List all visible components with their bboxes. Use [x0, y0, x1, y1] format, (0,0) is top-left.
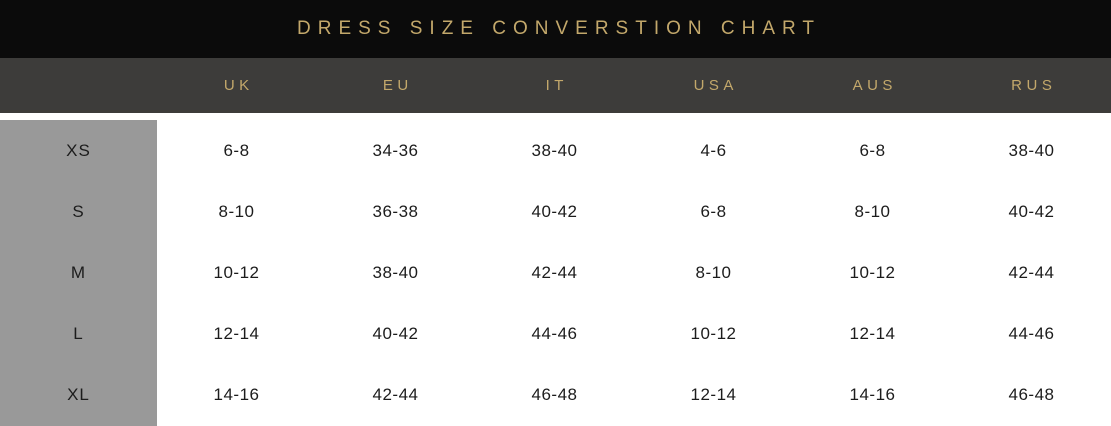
table-cell: 38-40 [372, 263, 419, 282]
title-bar: DRESS SIZE CONVERSTION CHART [0, 0, 1111, 58]
table-cell: 12-14 [690, 385, 737, 405]
header-row: UK EU IT USA AUS RUS [0, 58, 1111, 113]
table-cell: 12-14 [849, 324, 896, 344]
table-cell: 44-46 [531, 324, 578, 344]
size-label: XL [0, 364, 157, 426]
column-header-rus: RUS [1011, 77, 1057, 94]
table-cell: 40-42 [531, 201, 578, 221]
column-header-usa: USA [693, 77, 738, 94]
page-title: DRESS SIZE CONVERSTION CHART [297, 18, 821, 39]
table-cell: 14-16 [849, 385, 896, 405]
table-cell: 38-40 [531, 140, 578, 160]
table-cell: 12-14 [213, 324, 260, 344]
table-cell: 8-10 [854, 201, 891, 221]
size-label: M [0, 242, 157, 304]
column-header-uk: UK [223, 77, 254, 94]
table-cell: 6-8 [223, 140, 250, 160]
table-cell: 8-10 [695, 263, 732, 282]
table-row-xs: XS 6-8 34-36 38-40 4-6 6-8 38-40 [0, 120, 1111, 182]
table-cell: 42-44 [531, 263, 578, 282]
column-header-eu: EU [382, 77, 413, 94]
table-cell: 38-40 [1008, 140, 1055, 160]
size-label: XS [0, 120, 157, 182]
table-row-l: L 12-14 40-42 44-46 10-12 12-14 44-46 [0, 303, 1111, 365]
table-row-s: S 8-10 36-38 40-42 6-8 8-10 40-42 [0, 181, 1111, 243]
table-cell: 46-48 [531, 385, 578, 405]
table-cell: 10-12 [213, 263, 260, 282]
table-cell: 42-44 [1008, 263, 1055, 282]
table-body: XS 6-8 34-36 38-40 4-6 6-8 38-40 S 8-10 … [0, 120, 1111, 426]
table-cell: 36-38 [372, 201, 419, 221]
table-cell: 4-6 [700, 140, 727, 160]
table-row-m: M 10-12 38-40 42-44 8-10 10-12 42-44 [0, 242, 1111, 304]
table-cell: 6-8 [700, 201, 727, 221]
table-cell: 10-12 [690, 324, 737, 344]
size-label: S [0, 181, 157, 243]
table-cell: 6-8 [859, 140, 886, 160]
header-body-divider [0, 113, 1111, 120]
table-cell: 44-46 [1008, 324, 1055, 344]
table-cell: 10-12 [849, 263, 896, 282]
table-cell: 40-42 [372, 324, 419, 344]
table-cell: 8-10 [218, 201, 255, 221]
column-header-aus: AUS [852, 77, 897, 94]
table-cell: 46-48 [1008, 385, 1055, 405]
table-row-xl: XL 14-16 42-44 46-48 12-14 14-16 46-48 [0, 364, 1111, 426]
size-label: L [0, 303, 157, 365]
table-cell: 34-36 [372, 140, 419, 160]
table-cell: 14-16 [213, 385, 260, 405]
column-header-it: IT [545, 77, 568, 94]
table-cell: 42-44 [372, 385, 419, 405]
table-cell: 40-42 [1008, 201, 1055, 221]
